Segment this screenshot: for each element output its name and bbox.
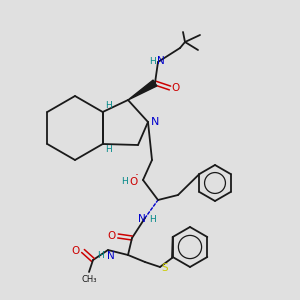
Text: H: H (150, 56, 156, 65)
Text: N: N (138, 214, 146, 224)
Polygon shape (128, 80, 157, 100)
Text: S: S (162, 263, 168, 273)
Text: H: H (98, 251, 104, 260)
Text: N: N (157, 56, 165, 66)
Text: N: N (107, 251, 115, 261)
Text: H: H (122, 178, 128, 187)
Text: O: O (107, 231, 115, 241)
Text: H: H (148, 214, 155, 224)
Text: O: O (172, 83, 180, 93)
Text: N: N (151, 117, 159, 127)
Text: H: H (105, 101, 112, 110)
Text: CH₃: CH₃ (81, 275, 97, 284)
Text: O: O (72, 246, 80, 256)
Text: ·: · (135, 169, 139, 182)
Text: H: H (105, 146, 112, 154)
Text: O: O (130, 177, 138, 187)
